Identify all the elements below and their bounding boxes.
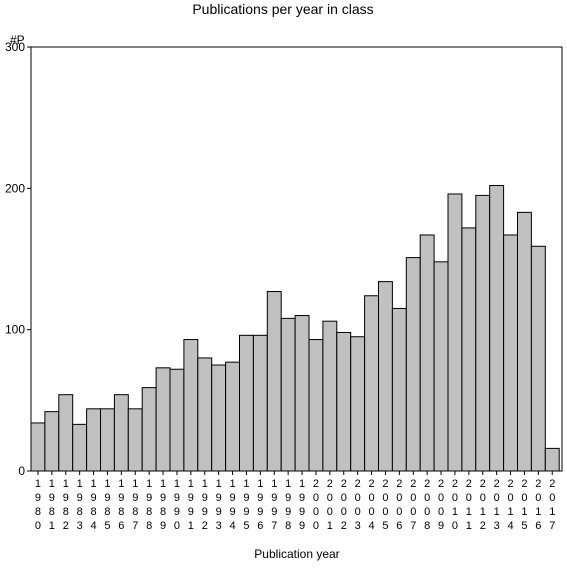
plot-area: 0 100 200 300 1 9 8 0 1 9 8 1 1 9 8 2 1 9 8 3 1 9 8 4 1 9 8 5 1 9 8 6 1 9… (5, 40, 563, 532)
bar (294, 315, 310, 472)
bar (489, 185, 505, 472)
chart-title: Publications per year in class (192, 1, 373, 17)
bar (113, 394, 129, 472)
bar (225, 361, 241, 472)
y-axis-label: #P (10, 33, 25, 47)
bar (544, 447, 560, 472)
bar (336, 331, 352, 472)
x-axis-label: Publication year (254, 547, 339, 561)
bar (72, 423, 88, 472)
y-tick-label: 300 (5, 40, 25, 54)
bar (211, 364, 227, 472)
bar (266, 291, 282, 472)
bar (517, 211, 532, 472)
bar (530, 245, 546, 472)
y-tick-label: 100 (5, 323, 25, 337)
bar (252, 334, 268, 472)
bar (308, 339, 324, 472)
bar (100, 408, 115, 472)
bar (169, 368, 185, 472)
bar (503, 234, 519, 472)
bar (280, 317, 296, 472)
bar (58, 394, 74, 472)
y-tick-label: 0 (18, 464, 25, 478)
bar (197, 357, 213, 472)
bar (378, 281, 393, 472)
bar (183, 339, 199, 472)
y-tick-label: 200 (5, 181, 25, 195)
bar (391, 307, 407, 472)
bar (44, 411, 60, 472)
bar (433, 261, 449, 472)
bar (419, 234, 435, 472)
bar (350, 336, 366, 472)
bar (364, 295, 380, 472)
bar (141, 387, 157, 472)
bar (127, 408, 143, 472)
bar (405, 257, 421, 472)
bar (447, 193, 463, 472)
bar (30, 422, 46, 472)
bar (475, 194, 491, 472)
bar (461, 227, 477, 472)
bar (322, 320, 338, 472)
bar (155, 367, 171, 472)
bar (86, 408, 101, 472)
bar (239, 334, 254, 472)
